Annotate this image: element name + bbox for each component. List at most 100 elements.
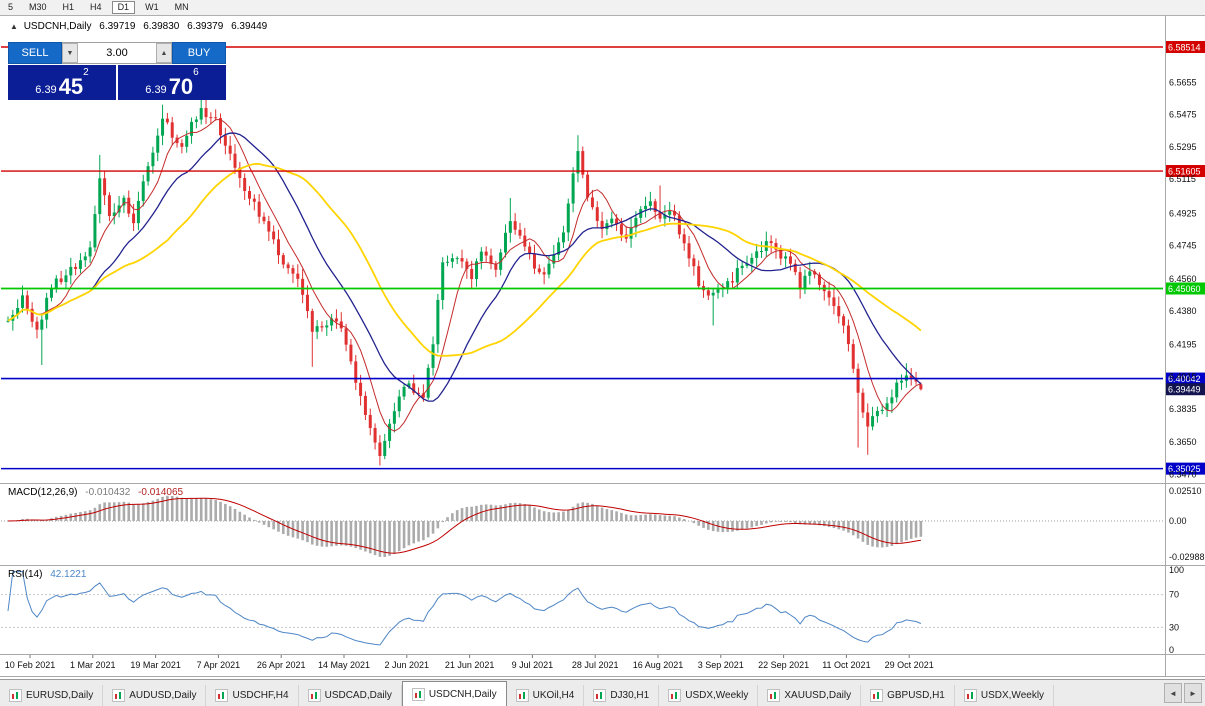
svg-text:22 Sep 2021: 22 Sep 2021 — [758, 660, 809, 670]
mini-chart-icon — [411, 687, 425, 701]
svg-text:19 Mar 2021: 19 Mar 2021 — [130, 660, 181, 670]
buy-price-display[interactable]: 6.39 70 6 — [118, 65, 226, 100]
svg-text:1 Mar 2021: 1 Mar 2021 — [70, 660, 116, 670]
separators — [0, 16, 1205, 677]
svg-text:70: 70 — [1169, 590, 1179, 600]
tab-label: EURUSD,Daily — [26, 690, 94, 701]
rsi-name: RSI(14) — [8, 569, 43, 580]
tab-gbpusd-h1[interactable]: GBPUSD,H1 — [861, 685, 955, 706]
svg-text:6.4745: 6.4745 — [1169, 241, 1197, 251]
macd-indicator-label: MACD(12,26,9) -0.010432 -0.014065 — [8, 487, 188, 498]
svg-text:6.45060: 6.45060 — [1168, 284, 1201, 294]
tab-usdcad-daily[interactable]: USDCAD,Daily — [299, 685, 402, 706]
tab-scroll-left-icon[interactable]: ◄ — [1164, 683, 1182, 703]
timeframe-toolbar: 5 M30 H1 H4 D1 W1 MN — [0, 0, 1205, 16]
timeframe-h4[interactable]: H4 — [84, 1, 108, 14]
ma-slow-line — [7, 162, 922, 357]
sell-price-big: 45 — [58, 74, 84, 99]
timeframe-m30[interactable]: M30 — [23, 1, 53, 14]
buy-price-big: 70 — [168, 74, 194, 99]
sell-price-prefix: 6.39 — [35, 84, 57, 96]
timeframe-h1[interactable]: H1 — [57, 1, 81, 14]
svg-text:0: 0 — [1169, 645, 1174, 655]
tab-scroll-buttons: ◄ ► — [1162, 680, 1205, 706]
tab-usdcnh-daily[interactable]: USDCNH,Daily — [401, 681, 507, 706]
svg-text:11 Oct 2021: 11 Oct 2021 — [822, 660, 870, 670]
mini-chart-icon — [963, 689, 977, 702]
sell-button[interactable]: SELL — [8, 42, 62, 64]
timeframe-m15[interactable]: 5 — [2, 1, 19, 14]
svg-text:6.4015: 6.4015 — [1169, 372, 1197, 382]
chart-symbol-label: USDCNH,Daily — [23, 21, 92, 32]
svg-text:30: 30 — [1169, 622, 1179, 632]
svg-text:0.00: 0.00 — [1169, 516, 1187, 526]
collapse-icon[interactable]: ▲ — [10, 22, 18, 31]
ma-fast-line — [7, 119, 922, 432]
tab-label: AUDUSD,Daily — [129, 690, 197, 701]
tab-label: USDX,Weekly — [685, 690, 749, 701]
tab-usdx-weekly[interactable]: USDX,Weekly — [659, 685, 759, 706]
mini-chart-icon — [515, 689, 529, 702]
buy-price-prefix: 6.39 — [145, 84, 167, 96]
macd-name: MACD(12,26,9) — [8, 487, 78, 498]
ohlc-close: 6.39449 — [231, 21, 268, 32]
tab-dj30-h1[interactable]: DJ30,H1 — [584, 685, 660, 706]
ohlc-high: 6.39830 — [143, 21, 180, 32]
timeframe-d1[interactable]: D1 — [111, 1, 136, 14]
svg-text:6.3650: 6.3650 — [1169, 437, 1197, 447]
price-level-badge — [1166, 372, 1205, 385]
tab-label: USDCAD,Daily — [324, 690, 392, 701]
mini-chart-icon — [9, 689, 22, 702]
tab-xauusd-daily[interactable]: XAUUSD,Daily — [758, 685, 862, 706]
svg-text:6.4925: 6.4925 — [1169, 208, 1197, 218]
svg-text:7 Apr 2021: 7 Apr 2021 — [197, 660, 241, 670]
mini-chart-icon — [593, 689, 607, 702]
mini-chart-icon — [668, 689, 682, 702]
svg-text:16 Aug 2021: 16 Aug 2021 — [633, 660, 684, 670]
svg-text:6.35025: 6.35025 — [1168, 464, 1201, 474]
svg-text:6.3470: 6.3470 — [1169, 469, 1197, 479]
svg-text:-0.02988: -0.02988 — [1169, 552, 1205, 562]
tab-label: GBPUSD,H1 — [887, 690, 945, 701]
lot-size-value[interactable]: 3.00 — [106, 47, 128, 59]
one-click-trading-panel: SELL ▼ 3.00 ▲ BUY 6.39 45 2 6.39 70 6 — [8, 42, 226, 100]
lot-size-spinner: ▼ 3.00 ▲ — [62, 42, 172, 64]
ma-medium-line — [7, 132, 922, 402]
date-axis: 10 Feb 2021 1 Mar 2021 19 Mar 2021 7 Apr 20… — [5, 655, 934, 670]
svg-text:10 Feb 2021: 10 Feb 2021 — [5, 660, 56, 670]
tab-usdx-weekly-2[interactable]: USDX,Weekly — [955, 685, 1055, 706]
svg-text:6.4195: 6.4195 — [1169, 339, 1197, 349]
svg-text:6.5655: 6.5655 — [1169, 77, 1197, 87]
lot-decrease-icon[interactable]: ▼ — [62, 43, 78, 63]
timeframe-w1[interactable]: W1 — [139, 1, 165, 14]
svg-text:6.5295: 6.5295 — [1169, 142, 1197, 152]
tab-ukoil-h4[interactable]: UKOil,H4 — [507, 685, 585, 706]
buy-button[interactable]: BUY — [172, 42, 226, 64]
tab-usdchf-h4[interactable]: USDCHF,H4 — [206, 685, 299, 706]
tab-eurusd-daily[interactable]: EURUSD,Daily — [0, 685, 104, 706]
chart-ohlc-header: ▲ USDCNH,Daily 6.39719 6.39830 6.39379 6… — [10, 21, 272, 32]
svg-text:21 Jun 2021: 21 Jun 2021 — [445, 660, 495, 670]
svg-text:6.5115: 6.5115 — [1169, 174, 1196, 184]
rsi-layer: 100 70 30 0 — [1, 565, 1184, 655]
tab-label: DJ30,H1 — [610, 690, 650, 701]
svg-text:6.51605: 6.51605 — [1168, 167, 1201, 177]
price-level-badge — [1166, 165, 1205, 178]
price-level-badge — [1166, 383, 1205, 396]
ohlc-low: 6.39379 — [187, 21, 224, 32]
svg-text:26 Apr 2021: 26 Apr 2021 — [257, 660, 306, 670]
lot-increase-icon[interactable]: ▲ — [156, 43, 172, 63]
tab-audusd-daily[interactable]: AUDUSD,Daily — [103, 685, 207, 706]
svg-text:6.3835: 6.3835 — [1169, 404, 1197, 414]
mini-chart-icon — [112, 689, 126, 702]
tab-scroll-right-icon[interactable]: ► — [1184, 683, 1202, 703]
tab-label: USDX,Weekly — [980, 690, 1045, 701]
tab-label: XAUUSD,Daily — [784, 690, 852, 701]
timeframe-mn[interactable]: MN — [169, 1, 195, 14]
sell-price-display[interactable]: 6.39 45 2 — [8, 65, 116, 100]
tab-label: UKOil,H4 — [532, 690, 575, 701]
mini-chart-icon — [767, 689, 781, 702]
ohlc-open: 6.39719 — [99, 21, 136, 32]
